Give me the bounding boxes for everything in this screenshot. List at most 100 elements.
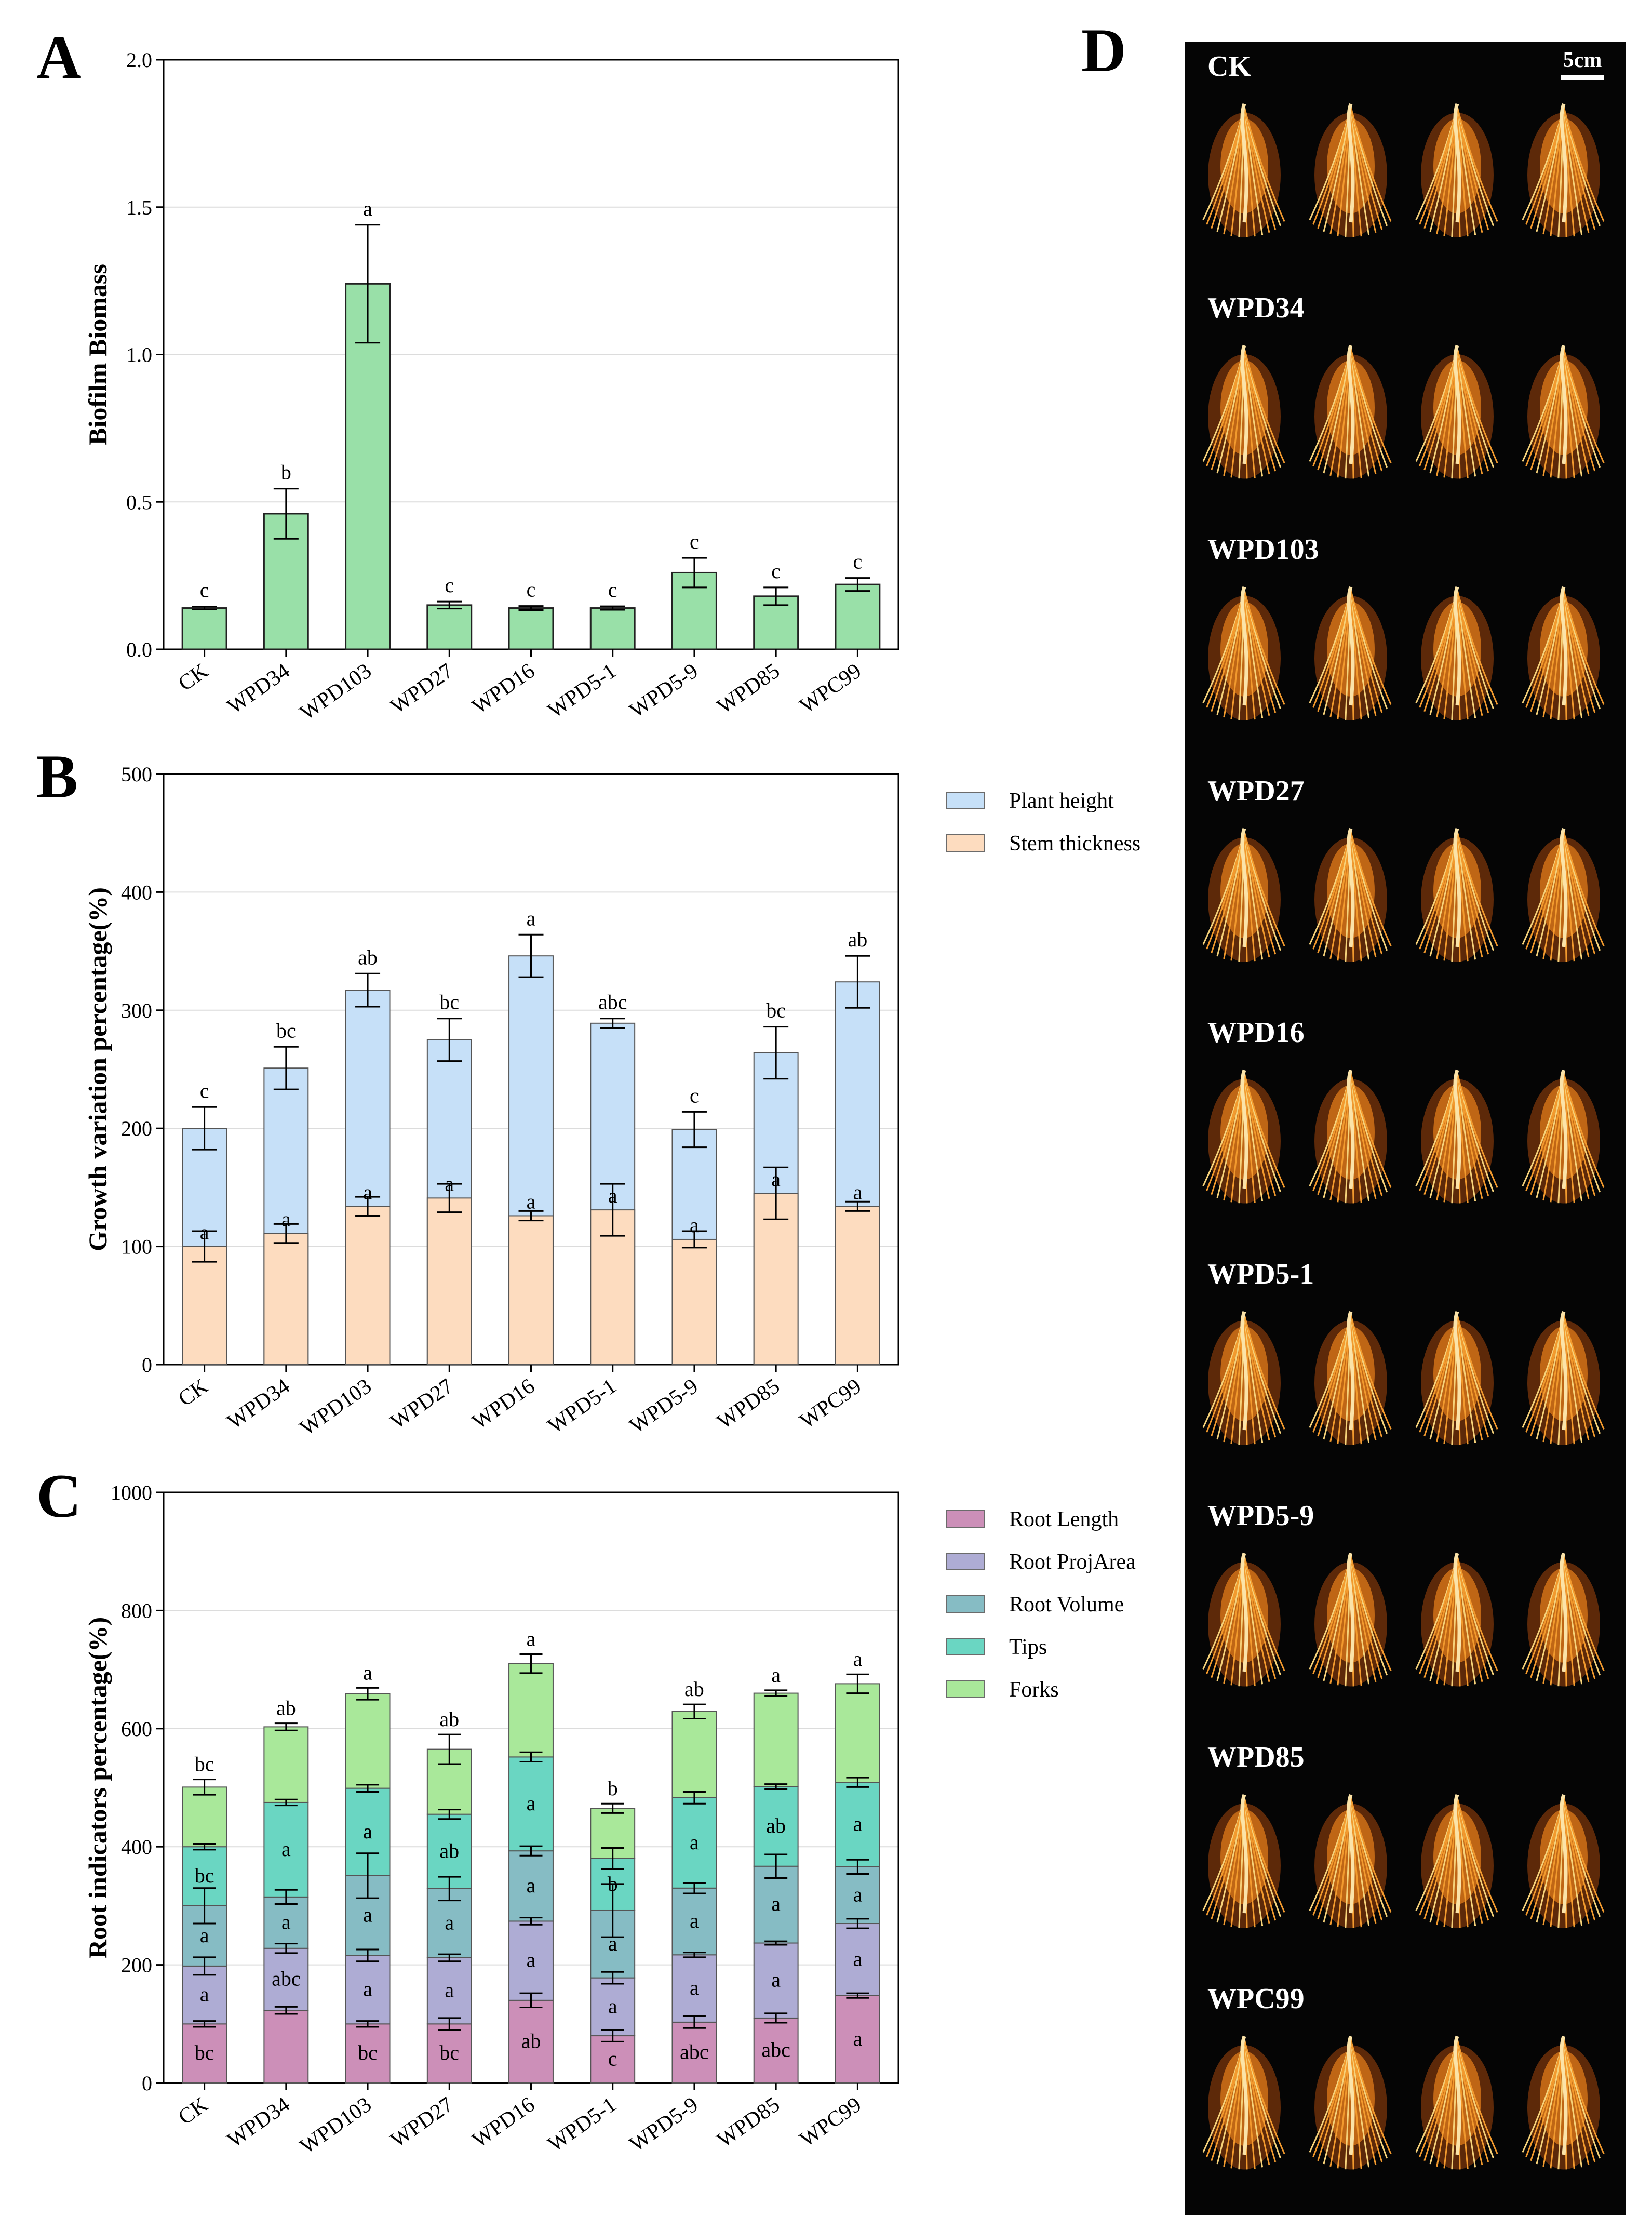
root-strand — [1243, 590, 1285, 705]
significance-label: c — [608, 2047, 617, 2071]
category-label: WPD85 — [713, 1374, 784, 1434]
root-strand — [1243, 348, 1285, 463]
category-label: WPD103 — [296, 659, 375, 725]
root-image — [1309, 827, 1392, 962]
y-tick-label: 200 — [121, 1117, 152, 1140]
bar — [671, 1238, 717, 1366]
legend-swatch — [946, 1638, 985, 1655]
bar — [263, 1233, 309, 1365]
scale-label: 5cm — [1563, 48, 1602, 72]
photo-row: WPD27 — [1185, 766, 1626, 1008]
root-image — [1309, 586, 1392, 720]
significance-label: bc — [195, 2041, 214, 2064]
significance-label: a — [690, 1213, 699, 1237]
stacked-bar-segment — [590, 1977, 636, 2037]
significance-label: c — [690, 1084, 699, 1107]
y-tick-label: 400 — [121, 1835, 152, 1859]
stacked-bar-segment — [182, 1786, 227, 1848]
root-strand — [1563, 1073, 1605, 1188]
significance-label: a — [200, 1924, 209, 1947]
category-label: WPC99 — [796, 2093, 866, 2152]
significance-label: ab — [848, 928, 868, 951]
root-image — [1202, 1069, 1285, 1204]
tap-root — [1560, 1311, 1568, 1431]
tap-root — [1347, 827, 1355, 947]
significance-label: a — [690, 1976, 699, 1999]
stacked-bar-segment — [426, 1888, 472, 1958]
root-image — [1202, 586, 1285, 720]
legend-swatch — [946, 1510, 985, 1528]
category-label: CK — [174, 1374, 212, 1411]
legend-label: Tips — [1009, 1635, 1047, 1659]
category-label: WPC99 — [796, 1374, 866, 1434]
significance-label: a — [853, 1180, 863, 1204]
photo-row-label: WPD85 — [1207, 1741, 1305, 1773]
bar — [345, 1206, 391, 1365]
y-axis-label: Biofilm Biomass — [83, 264, 112, 445]
significance-label: a — [771, 1892, 781, 1916]
y-tick-label: 100 — [121, 1235, 152, 1259]
significance-label: a — [771, 1968, 781, 1992]
category-label: WPD5-9 — [625, 1374, 703, 1438]
panel-b-chart: 0 100 200 300 400 500 Growth variation percent… — [83, 763, 1140, 1440]
significance-label: a — [445, 1172, 454, 1195]
legend-label: Root Volume — [1009, 1593, 1124, 1617]
root-image — [1202, 1552, 1285, 1687]
significance-label: ab — [684, 1677, 704, 1701]
root-strand — [1350, 1314, 1392, 1430]
tap-root — [1560, 103, 1568, 223]
root-strand — [1563, 106, 1605, 222]
significance-label: abc — [680, 2040, 709, 2063]
stacked-bar-segment — [263, 1896, 309, 1949]
tap-root — [1453, 1794, 1461, 1914]
category-label: WPD5-1 — [544, 2093, 621, 2157]
root-strand — [1563, 590, 1605, 705]
category-label: WPC99 — [796, 659, 866, 718]
y-tick-label: 800 — [121, 1599, 152, 1622]
root-strand — [1243, 1556, 1285, 1671]
y-axis-label: Root indicators percentage(%) — [83, 1617, 112, 1958]
tap-root — [1453, 2035, 1461, 2155]
significance-label: a — [690, 1909, 699, 1932]
root-image — [1522, 344, 1605, 479]
significance-label: abc — [272, 1967, 301, 1990]
root-image — [1415, 344, 1498, 479]
root-strand — [1456, 1797, 1498, 1913]
category-label: WPD34 — [223, 2093, 294, 2153]
photo-row-label: WPD34 — [1207, 292, 1305, 324]
root-strand — [1456, 1073, 1498, 1188]
significance-label: b — [608, 1872, 618, 1895]
significance-label: a — [445, 1911, 454, 1934]
significance-label: a — [527, 1874, 536, 1897]
significance-label: bc — [276, 1019, 296, 1042]
significance-label: a — [200, 1983, 209, 2006]
legend-swatch — [946, 792, 985, 809]
significance-label: a — [281, 1910, 291, 1933]
y-tick-label: 0 — [142, 2072, 152, 2095]
photo-row: WPD103 — [1185, 525, 1626, 766]
significance-label: b — [281, 461, 291, 484]
significance-label: ab — [439, 1707, 459, 1731]
significance-label: bc — [195, 1864, 214, 1887]
bar — [181, 607, 227, 650]
category-label: CK — [174, 659, 212, 696]
category-label: WPD85 — [713, 659, 784, 719]
root-image — [1309, 1069, 1392, 1204]
y-axis-label: Growth variation percentage(%) — [83, 887, 112, 1251]
tap-root — [1240, 827, 1248, 947]
root-strand — [1350, 1073, 1392, 1188]
root-strand — [1243, 1073, 1285, 1188]
significance-label: a — [363, 1977, 372, 2000]
significance-label: a — [363, 197, 372, 220]
significance-label: a — [527, 906, 536, 930]
significance-label: a — [853, 1647, 863, 1671]
root-image — [1415, 1794, 1498, 1928]
legend-label: Plant height — [1009, 789, 1114, 813]
root-image-row — [1202, 586, 1605, 720]
root-strand — [1243, 2039, 1285, 2154]
significance-label: a — [853, 1812, 863, 1836]
tap-root — [1240, 586, 1248, 706]
root-image — [1415, 1311, 1498, 1445]
category-label: WPD85 — [713, 2093, 784, 2153]
tap-root — [1560, 1794, 1568, 1914]
